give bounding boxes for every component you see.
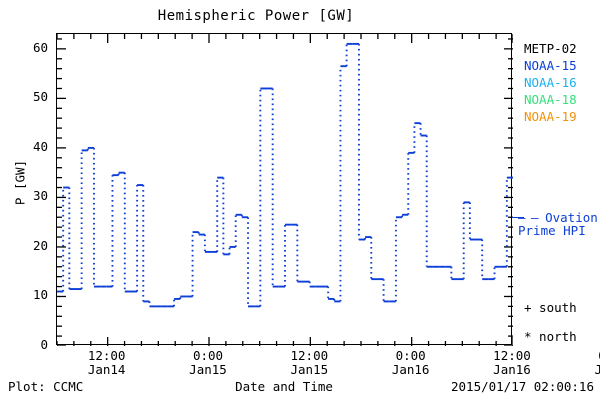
x-tick-time: 12:00 xyxy=(87,348,126,363)
legend-item-metp-02: METP-02 xyxy=(524,41,577,56)
timestamp: 2015/01/17 02:00:16 xyxy=(451,379,594,394)
legend-item-noaa-18: NOAA-18 xyxy=(524,92,577,107)
x-tick-label: 0:00 Jan15 xyxy=(168,349,248,377)
y-axis-title: P [GW] xyxy=(12,159,28,206)
legend: METP-02 NOAA-15 NOAA-16 NOAA-18 NOAA-19 xyxy=(524,40,600,125)
x-tick-date: Jan14 xyxy=(87,362,126,377)
ovation-legend-tick xyxy=(512,217,524,218)
plot-area xyxy=(56,33,513,346)
ovation-label-line2: Prime HPI xyxy=(518,223,586,238)
x-tick-time: 0:00 xyxy=(192,348,224,363)
x-axis-title: Date and Time xyxy=(235,379,333,394)
legend-item-noaa-19: NOAA-19 xyxy=(524,109,577,124)
y-axis-tick-labels: 0 10 20 30 40 50 60 xyxy=(0,0,52,400)
y-tick-label: 20 xyxy=(32,237,48,253)
x-tick-label: 12:00 Jan16 xyxy=(472,349,552,377)
ovation-legend: — — Ovation Prime HPI xyxy=(518,211,600,237)
y-tick-label: 60 xyxy=(32,39,48,55)
x-tick-date: Jan16 xyxy=(391,362,430,377)
y-tick-label: 30 xyxy=(32,188,48,204)
ovation-dash: — — xyxy=(518,210,539,225)
ovation-label-line1: Ovation xyxy=(545,210,598,225)
x-tick-date: Jan17 xyxy=(594,362,600,377)
data-series-ovation-prime-hpi xyxy=(57,42,513,308)
x-tick-label: 12:00 Jan14 xyxy=(67,349,147,377)
x-tick-time: 0:00 xyxy=(395,348,426,363)
y-tick-label: 50 xyxy=(32,89,48,105)
legend-item-noaa-15: NOAA-15 xyxy=(524,58,577,73)
x-tick-time: 12:00 xyxy=(493,348,531,363)
x-tick-date: Jan16 xyxy=(493,362,531,377)
symbol-south-legend: + south xyxy=(524,300,577,315)
x-tick-date: Jan15 xyxy=(189,362,227,377)
x-tick-time: 12:00 xyxy=(290,348,329,363)
legend-item-noaa-16: NOAA-16 xyxy=(524,75,577,90)
x-tick-label: 0:00Jan17 xyxy=(573,349,600,377)
x-tick-time: 0:00 xyxy=(573,349,600,363)
y-tick-label: 0 xyxy=(40,336,48,352)
y-tick-label: 10 xyxy=(32,287,48,303)
x-axis-tick-labels: 12:00 Jan14 0:00 Jan15 12:00 Jan15 0:00 Jan16 12… xyxy=(0,349,600,383)
plot-credit: Plot: CCMC xyxy=(8,379,84,394)
x-tick-label: 0:00 Jan16 xyxy=(371,349,451,377)
page-title: Hemispheric Power [GW] xyxy=(157,8,355,24)
x-tick-label: 12:00 Jan15 xyxy=(269,349,349,377)
symbol-north-legend: * north xyxy=(524,329,577,344)
y-tick-label: 40 xyxy=(32,138,48,154)
x-tick-date: Jan15 xyxy=(290,362,329,377)
plot-canvas xyxy=(57,34,513,346)
